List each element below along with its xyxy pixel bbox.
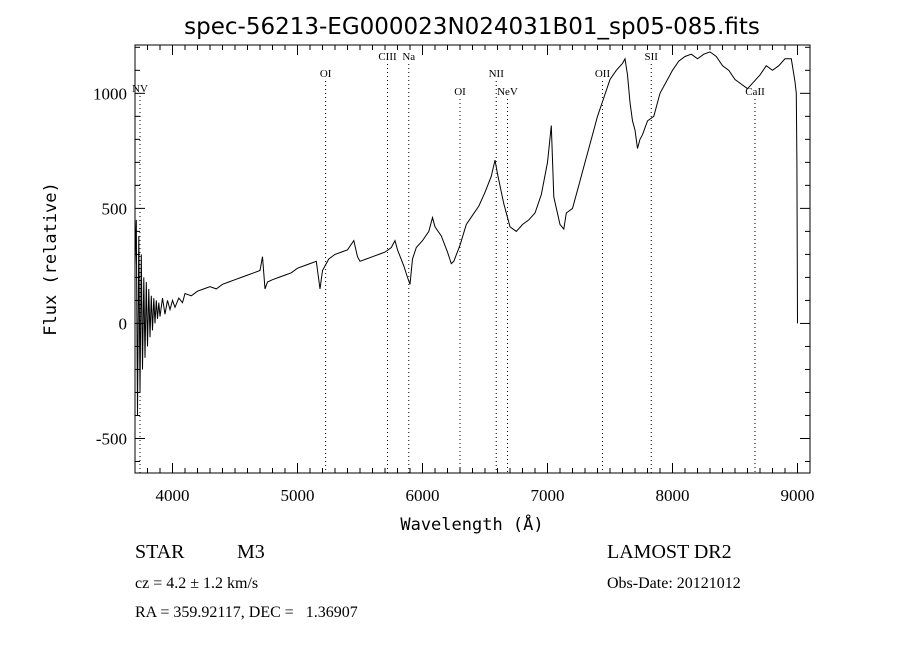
x-tick-label: 7000	[531, 486, 565, 505]
redshift-cz: cz = 4.2 ± 1.2 km/s	[135, 575, 259, 592]
spectral-line-label: NV	[132, 83, 148, 95]
plot-frame	[134, 44, 811, 474]
spectral-line-label: OI	[454, 86, 466, 98]
spectral-line-label: Na	[402, 51, 415, 63]
y-tick-label: 500	[102, 199, 128, 218]
spectral-line-label: OII	[595, 68, 611, 80]
x-tick-label: 4000	[156, 486, 190, 505]
x-tick-label: 5000	[281, 486, 315, 505]
spectral-line-label: NeV	[497, 86, 518, 98]
x-tick-label: 6000	[406, 486, 440, 505]
axis-ticks: 4000 5000 6000 7000 8000 9000 -500 0 500 1000	[93, 45, 815, 505]
x-axis-label: Wavelength (Å)	[400, 513, 543, 535]
object-class: STAR	[135, 541, 185, 563]
y-axis-label: Flux (relative)	[41, 182, 61, 336]
spectral-line-label: NII	[489, 68, 505, 80]
spectral-line-label: SII	[645, 51, 659, 63]
spectral-line-label: CaII	[745, 86, 765, 98]
x-tick-label: 9000	[781, 486, 815, 505]
y-tick-label: 0	[119, 314, 128, 333]
spectral-line-markers: NV OI CIII Na OI NII NeV OII SII CaII	[132, 51, 765, 473]
object-subclass: M3	[237, 541, 265, 563]
chart-title: spec-56213-EG000023N024031B01_sp05-085.f…	[184, 14, 760, 40]
spectral-line-label: OI	[320, 68, 332, 80]
spectrum-series-line	[134, 51, 798, 416]
spectral-line-label: CIII	[378, 51, 397, 63]
y-tick-label: -500	[96, 429, 127, 448]
x-tick-label: 8000	[656, 486, 690, 505]
ra-dec: RA = 359.92117, DEC = 1.36907	[135, 604, 358, 621]
obs-date: Obs-Date: 20121012	[607, 575, 741, 592]
y-tick-label: 1000	[93, 84, 127, 103]
survey-name: LAMOST DR2	[607, 541, 732, 563]
